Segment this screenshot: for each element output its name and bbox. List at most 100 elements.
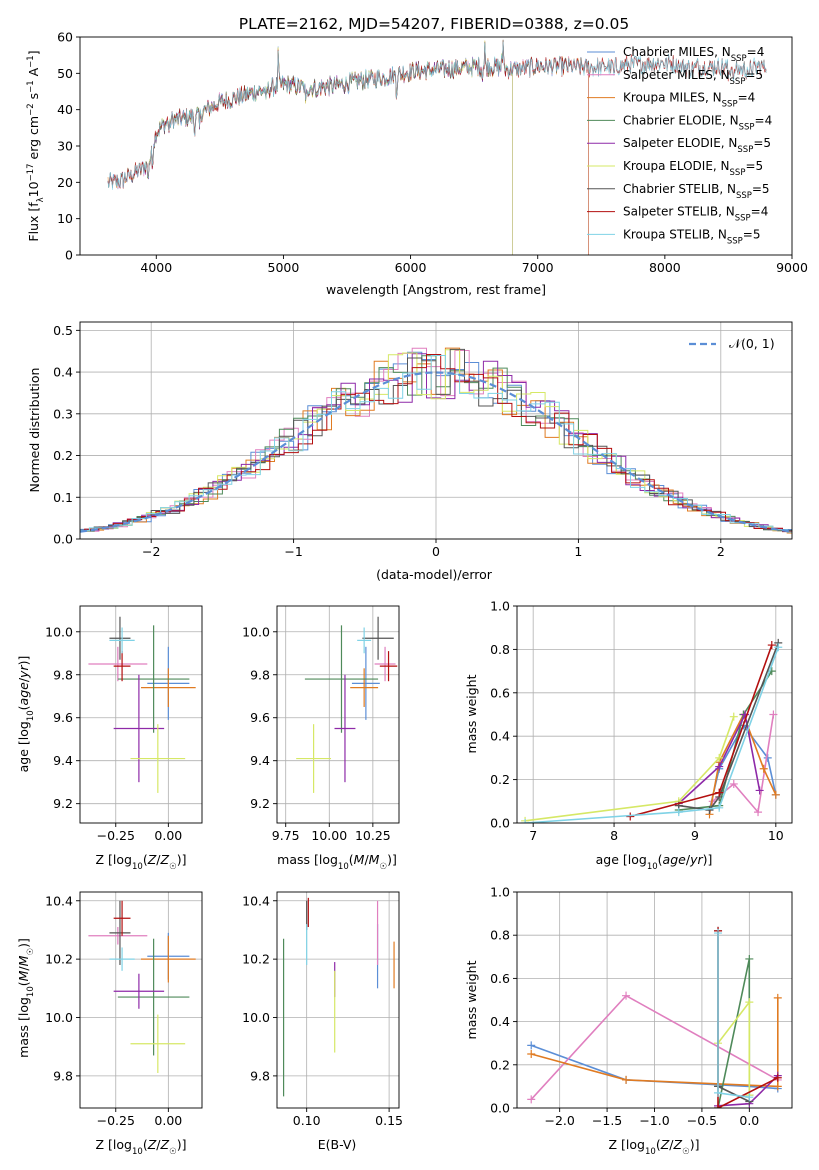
series-salpeter-stelib [626, 641, 776, 821]
errorbar-chabrier-elodie [117, 938, 190, 1056]
x-tick-label: 4000 [140, 260, 172, 275]
errorbar-chabrier-miles [351, 646, 380, 720]
y-tick-label: 60 [57, 30, 73, 45]
histogram-kroupa-elodie [80, 349, 792, 533]
plot-area [107, 39, 767, 255]
mass-vs-metallicity-panel: −0.25 0.00 9.8 10.0 10.2 10.4 Z [log10(Z/Z☉)] m… [16, 891, 203, 1157]
legend-label-salpeter-miles: Salpeter MILES, NSSP=5 [623, 68, 763, 87]
y-tick-label: 0.5 [53, 323, 73, 338]
errorbar-kroupa-stelib [109, 947, 135, 971]
y-tick-label: 10.4 [242, 893, 270, 908]
y-tick-label: 9.4 [53, 753, 73, 768]
series-marker [755, 786, 764, 795]
y-tick-label: 9.8 [250, 1068, 270, 1083]
plot-area [88, 616, 196, 793]
x-tick-label: 1 [574, 544, 582, 559]
series-marker [715, 788, 724, 797]
y-tick-label: 10.2 [242, 952, 270, 967]
series-marker [759, 764, 768, 773]
series-marker [527, 1050, 536, 1058]
x-tick-label: 5000 [268, 260, 300, 275]
mass-vs-extinction-panel: 0.10 0.15 9.8 10.0 10.2 10.4 E(B-V) [242, 891, 403, 1152]
series-marker [774, 643, 783, 652]
series-marker [773, 1082, 782, 1091]
spectrum-title: PLATE=2162, MJD=54207, FIBERID=0388, z=0… [239, 15, 629, 33]
series-marker [715, 762, 724, 771]
series-marker [773, 1073, 782, 1082]
y-tick-label: 0.8 [490, 928, 510, 943]
series-marker [622, 1075, 631, 1084]
grid-lines [80, 606, 202, 823]
x-tick-label: 0.00 [154, 828, 182, 843]
x-tick-label: −0.5 [687, 1113, 717, 1128]
age-vs-metallicity-panel: −0.25 0.00 9.2 9.4 9.6 9.8 10.0 Z [log10(Z/Z☉)]… [16, 605, 203, 872]
series-chabrier-stelib [714, 926, 754, 1106]
legend-label-normal: 𝒩(0, 1) [729, 336, 775, 351]
y-axis-label: Flux [fλ10−17 erg cm−2 s−1 A−1] [26, 50, 46, 241]
y-tick-label: 1.0 [490, 599, 510, 614]
y-tick-label: 0.0 [53, 532, 73, 547]
errorbar-kroupa-elodie [130, 724, 186, 793]
x-tick-label: 6000 [395, 260, 427, 275]
y-tick-label: 10.0 [242, 1010, 270, 1025]
series-marker [745, 1093, 754, 1102]
spectrum-line-salpeter-elodie [143, 41, 513, 255]
errorbar-kroupa-miles [141, 935, 196, 983]
axes-frame [79, 891, 203, 1109]
series-kroupa-stelib [521, 643, 783, 823]
x-tick-label: 2 [717, 544, 725, 559]
x-axis-label: (data-model)/error [376, 567, 493, 582]
weight-vs-age-panel: 7 8 9 10 0.0 0.2 0.4 0.6 0.8 1.0 age [log10(age/yr… [464, 599, 793, 872]
y-tick-label: 10.0 [45, 624, 73, 639]
errorbar-salpeter-miles [374, 646, 396, 682]
y-tick-label: 1.0 [490, 885, 510, 900]
y-tick-label: 9.4 [250, 753, 270, 768]
errorbar-chabrier-stelib [362, 616, 394, 660]
legend-label-kroupa-miles: Kroupa MILES, NSSP=4 [623, 91, 755, 110]
x-tick-label: 0.15 [375, 1113, 403, 1128]
y-tick-label: 40 [57, 102, 73, 117]
grid-lines [517, 891, 792, 1109]
y-tick-label: 0.0 [490, 816, 510, 831]
errorbar-kroupa-miles [350, 668, 379, 707]
spectrum-line-kroupa-stelib [107, 42, 767, 190]
errorbar-kroupa-stelib [109, 627, 135, 654]
series-marker [714, 1104, 723, 1108]
errorbar-salpeter-elodie [113, 973, 165, 1009]
x-axis-label: Z [log10(Z/Z☉)] [96, 1137, 187, 1157]
series-line [717, 933, 750, 1098]
series-chabrier-stelib [674, 638, 783, 814]
series-line [717, 930, 779, 1108]
series-line [717, 930, 750, 1103]
y-tick-label: 0.4 [53, 365, 73, 380]
y-tick-label: 9.6 [250, 710, 270, 725]
weight-vs-metallicity-panel: −2.0 −1.5 −1.0 −0.5 0.0 0.0 0.2 0.4 0.6 0.8 1.0 Z [… [464, 885, 793, 1157]
plot-area [88, 900, 196, 1073]
x-axis-label: wavelength [Angstrom, rest frame] [326, 282, 546, 297]
x-tick-label: 10.00 [311, 828, 347, 843]
series-kroupa-stelib [714, 929, 754, 1102]
legend-label-salpeter-stelib: Salpeter STELIB, NSSP=4 [623, 205, 768, 224]
series-marker [715, 753, 724, 762]
series-marker [773, 993, 782, 1002]
x-tick-label: 8 [610, 828, 618, 843]
y-axis-label: mass weight [464, 960, 479, 1039]
series-marker [754, 808, 763, 817]
series-line [524, 716, 735, 822]
y-tick-label: 0.3 [53, 406, 73, 421]
errorbar-kroupa-elodie [296, 724, 332, 793]
histogram-chabrier-elodie [80, 355, 792, 533]
x-tick-label: 0.10 [293, 1113, 321, 1128]
series-marker [767, 641, 776, 650]
age-vs-mass-panel: 9.75 10.00 10.25 9.2 9.4 9.6 9.8 10.0 mass [log1… [242, 605, 400, 872]
x-axis-label: Z [log10(Z/Z☉)] [96, 852, 187, 872]
plot-area [521, 638, 783, 823]
y-axis-label: Normed distribution [27, 368, 42, 493]
y-tick-label: 50 [57, 66, 73, 81]
y-tick-label: 10.0 [242, 624, 270, 639]
x-tick-label: −0.25 [97, 1113, 135, 1128]
y-tick-label: 9.8 [53, 1068, 73, 1083]
y-tick-label: 30 [57, 139, 73, 154]
errorbar-chabrier-elodie [304, 625, 379, 733]
y-axis-label: mass weight [464, 674, 479, 753]
